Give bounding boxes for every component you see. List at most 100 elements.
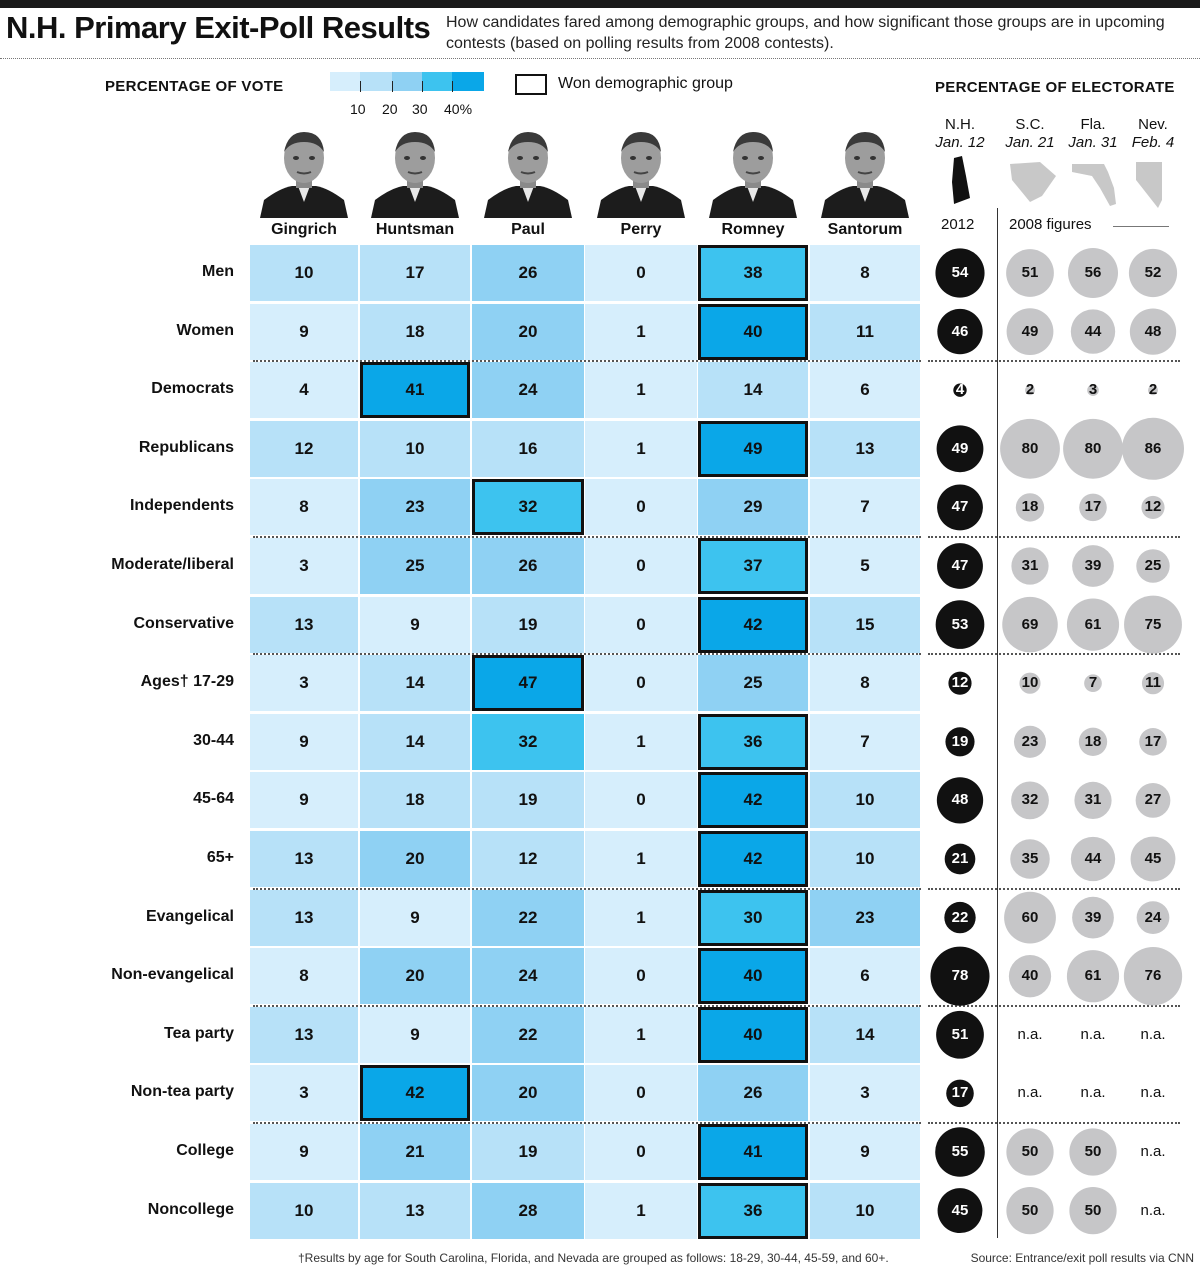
heatmap-cell: 5 — [810, 538, 920, 594]
electorate-circle — [1006, 249, 1054, 297]
heatmap-cell: 3 — [250, 655, 358, 712]
electorate-circle — [935, 248, 985, 298]
electorate-circle — [1011, 781, 1049, 820]
electorate-circle — [1019, 672, 1041, 694]
electorate-value: 44 — [1084, 850, 1102, 867]
electorate-circle — [1122, 417, 1184, 480]
electorate-circle — [1129, 308, 1177, 355]
candidate-photo — [260, 128, 348, 218]
electorate-value: 10 — [1021, 674, 1039, 692]
legend-tick-label: 40% — [444, 101, 473, 117]
electorate-na: n.a. — [1140, 1084, 1166, 1102]
candidate-photo — [371, 128, 459, 218]
heatmap-cell: 12 — [250, 420, 358, 477]
electorate-circle — [1008, 955, 1052, 998]
heatmap-cell: 22 — [472, 889, 584, 946]
electorate-value: 51 — [1021, 264, 1039, 281]
source-note: Source: Entrance/exit poll results via C… — [970, 1251, 1194, 1265]
electorate-circle — [1006, 308, 1054, 355]
state-name: Nev. — [1138, 116, 1168, 133]
heatmap-cell: 8 — [810, 245, 920, 301]
electorate-value: 19 — [951, 732, 969, 750]
electorate-circle — [1066, 598, 1120, 651]
electorate-value: 76 — [1144, 967, 1162, 985]
electorate-circle — [935, 1127, 985, 1177]
heatmap-cell: 0 — [585, 596, 697, 653]
state-header: Fla. Jan. 31 — [1059, 116, 1127, 152]
electorate-na: n.a. — [1017, 1084, 1043, 1102]
heatmap-cell: 40 — [698, 303, 808, 360]
heatmap-cell: 23 — [810, 889, 920, 946]
heatmap-cell: 19 — [472, 772, 584, 829]
electorate-circle — [1074, 781, 1112, 820]
header-rule — [0, 58, 1200, 59]
electorate-circle — [1148, 385, 1158, 396]
state-name: S.C. — [1015, 116, 1045, 133]
heatmap-cell: 1 — [585, 1182, 697, 1239]
heatmap-cell: 10 — [810, 1182, 920, 1239]
candidate-portrait-icon — [484, 132, 572, 218]
heatmap-cell: 0 — [585, 245, 697, 301]
electorate-circle — [1136, 901, 1170, 934]
electorate-value: 45 — [951, 1201, 969, 1219]
candidate-name: Gingrich — [271, 221, 337, 238]
heatmap-cell: 14 — [810, 1006, 920, 1063]
state-date: Feb. 4 — [1131, 134, 1175, 151]
heatmap-cell: 36 — [698, 713, 808, 770]
electorate-value: 31 — [1021, 557, 1039, 574]
electorate-value: 12 — [1144, 498, 1162, 516]
row-label: 45-64 — [193, 790, 234, 808]
electorate-circle — [1066, 950, 1120, 1003]
electorate-value: 39 — [1084, 557, 1102, 574]
heatmap-cell: 10 — [360, 420, 470, 477]
heatmap-cell: 42 — [698, 831, 808, 887]
heatmap-cell: 6 — [810, 362, 920, 419]
electorate-circle — [1135, 783, 1171, 818]
electorate-circle — [1002, 596, 1058, 653]
heatmap-cell: 3 — [250, 538, 358, 594]
row-label: Non-tea party — [130, 1083, 234, 1101]
electorate-circle — [1063, 418, 1123, 479]
chart-subtitle: How candidates fared among demographic g… — [446, 14, 1165, 52]
electorate-value: 17 — [951, 1084, 969, 1102]
electorate-circle — [946, 1079, 974, 1108]
electorate-circle — [945, 727, 975, 757]
candidate-name: Huntsman — [375, 221, 455, 238]
heatmap-cell: 0 — [585, 772, 697, 829]
electorate-value: 2 — [1025, 381, 1035, 399]
row-label: Independents — [129, 497, 234, 515]
heatmap-cell: 17 — [360, 245, 470, 301]
heatmap-cell: 14 — [698, 362, 808, 419]
row-label: Ages† 17-29 — [140, 673, 234, 691]
year-2008-label: 2008 figures — [1009, 216, 1092, 233]
heatmap-cell: 13 — [250, 889, 358, 946]
heatmap-cell: 9 — [360, 889, 470, 946]
electorate-circle — [1072, 896, 1114, 939]
electorate-circle — [1069, 1128, 1117, 1176]
electorate-circle — [1025, 385, 1035, 396]
heatmap-cell: 0 — [585, 538, 697, 594]
electorate-value: 48 — [1144, 322, 1162, 340]
heatmap-cell: 29 — [698, 479, 808, 536]
electorate-value: 4 — [955, 381, 965, 399]
heatmap-cell: 40 — [698, 948, 808, 1005]
electorate-na: n.a. — [1080, 1025, 1106, 1043]
candidate-name: Romney — [721, 221, 785, 238]
electorate-circle — [1136, 549, 1170, 583]
heatmap-cell: 9 — [810, 1124, 920, 1180]
electorate-na: n.a. — [1140, 1143, 1166, 1160]
group-separator — [253, 536, 921, 538]
electorate-circle — [1087, 384, 1099, 396]
heatmap-cell: 13 — [250, 1006, 358, 1063]
candidate-portrait-icon — [597, 132, 685, 218]
electorate-value: 7 — [1088, 674, 1098, 692]
electorate-circle — [1139, 728, 1167, 756]
electorate-circle — [1010, 839, 1050, 879]
row-label: Republicans — [138, 438, 234, 456]
heatmap-cell: 8 — [250, 479, 358, 536]
candidate-photo — [597, 128, 685, 218]
electorate-value: 50 — [1021, 1143, 1039, 1160]
heatmap-cell: 10 — [810, 831, 920, 887]
heatmap-cell: 3 — [250, 1065, 358, 1122]
heatmap-cell: 0 — [585, 1065, 697, 1122]
